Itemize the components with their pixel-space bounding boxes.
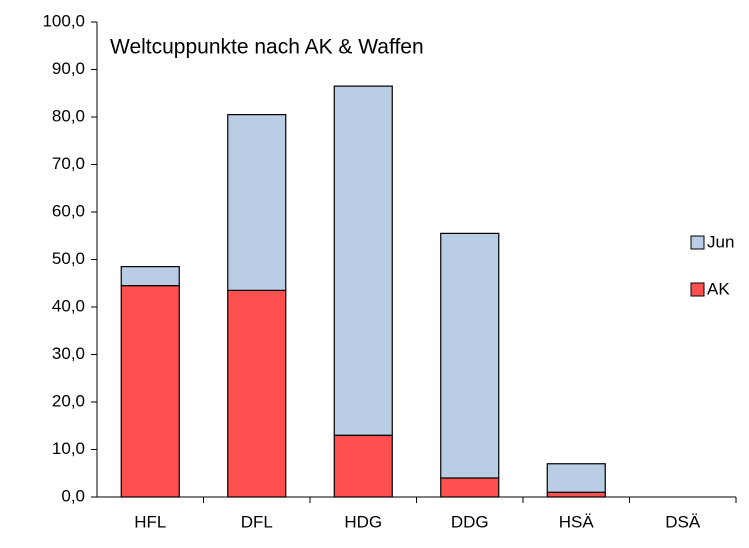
y-tick-label: 50,0 xyxy=(52,249,85,268)
y-tick-label: 90,0 xyxy=(52,59,85,78)
bar xyxy=(440,232,500,479)
legend-label: AK xyxy=(707,279,730,298)
y-tick-label: 0,0 xyxy=(61,486,85,505)
chart-title: Weltcuppunkte nach AK & Waffen xyxy=(110,36,424,59)
y-tick-label: 70,0 xyxy=(52,154,85,173)
x-tick-label: DFL xyxy=(241,512,273,531)
legend-label: Jun xyxy=(707,232,734,251)
bar xyxy=(120,285,180,498)
y-tick-label: 100,0 xyxy=(42,11,85,30)
y-tick-label: 60,0 xyxy=(52,201,85,220)
bar xyxy=(333,85,393,436)
bar xyxy=(546,463,606,493)
y-tick-label: 30,0 xyxy=(52,344,85,363)
x-tick-label: HSÄ xyxy=(559,512,595,531)
y-tick-label: 10,0 xyxy=(52,439,85,458)
x-tick-label: DSÄ xyxy=(665,512,701,531)
legend-swatch xyxy=(690,235,705,250)
bar xyxy=(227,289,287,498)
legend-swatch xyxy=(690,282,705,297)
x-tick-label: DDG xyxy=(451,512,489,531)
y-tick-label: 40,0 xyxy=(52,296,85,315)
bar xyxy=(227,114,287,291)
bar xyxy=(333,434,393,498)
y-tick-label: 20,0 xyxy=(52,391,85,410)
y-tick-label: 80,0 xyxy=(52,106,85,125)
bar xyxy=(546,491,606,498)
bar xyxy=(440,477,500,498)
x-tick-label: HFL xyxy=(134,512,166,531)
x-tick-label: HDG xyxy=(344,512,382,531)
bar xyxy=(120,266,180,287)
